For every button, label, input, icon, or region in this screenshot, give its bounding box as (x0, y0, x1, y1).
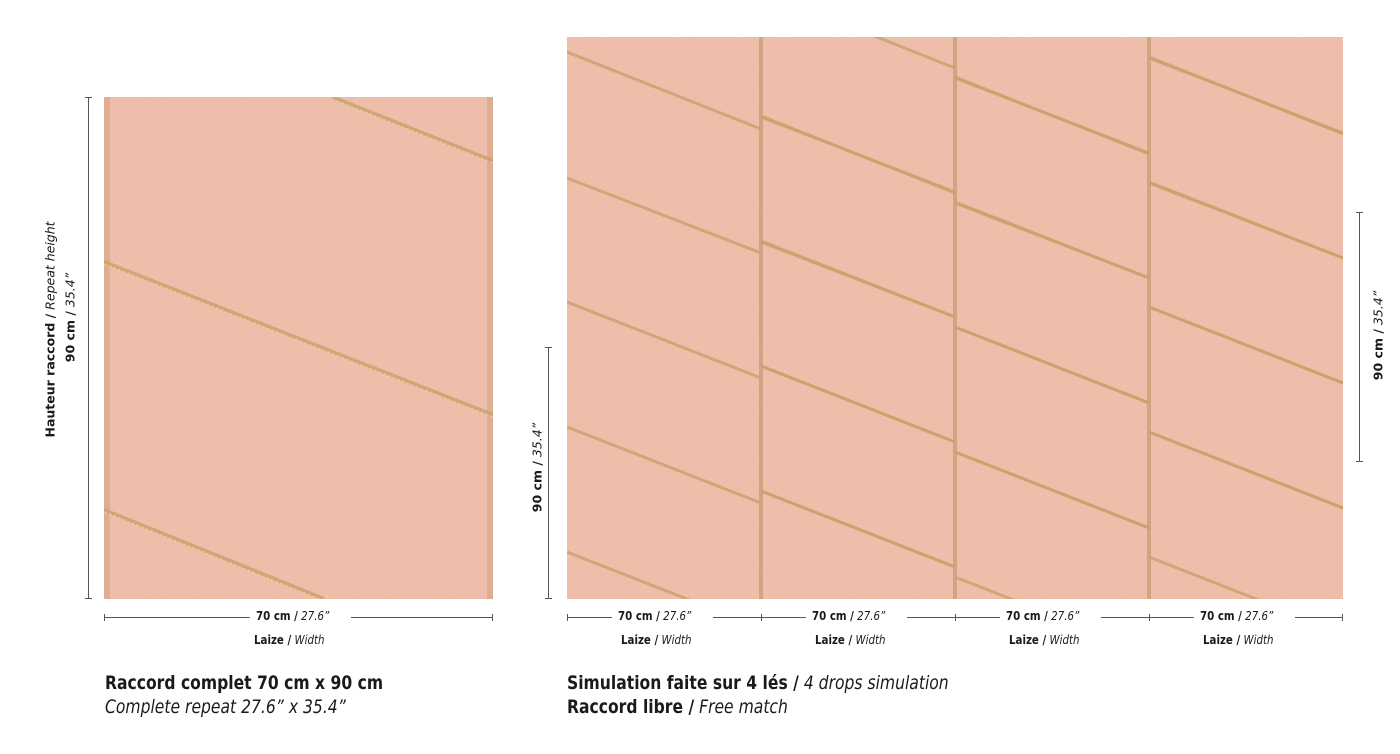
drop-4-width-caption: Laize / Width (1203, 632, 1274, 647)
drop-4-width-value: 70 cm / 27.6” (1194, 608, 1296, 623)
width-caption: Laize / Width (254, 632, 325, 647)
sim-height-tick-bottom-left (545, 598, 552, 599)
height-measure-line (88, 97, 89, 599)
sim-height-value-left: 90 cm / 35.4” (529, 422, 545, 513)
height-measure-tick-bottom (85, 598, 92, 599)
width-measure-tick-right (492, 614, 493, 621)
repeat-height-label: Hauteur raccord / Repeat height (42, 221, 58, 438)
sim-width-tick-4 (1342, 614, 1343, 621)
match-type: Raccord libre / Free match (567, 696, 788, 718)
sim-height-tick-bottom-right (1356, 461, 1363, 462)
width-value: 70 cm / 27.6” (250, 608, 352, 623)
drop-1-width-value: 70 cm / 27.6” (612, 608, 714, 623)
repeat-height-value: 90 cm / 35.4” (62, 272, 78, 363)
sim-height-measure-line-left (548, 347, 549, 599)
sim-width-tick-1 (761, 614, 762, 621)
sim-height-tick-top-left (545, 347, 552, 348)
complete-repeat-subtitle: Complete repeat 27.6” x 35.4” (105, 696, 346, 718)
height-measure-tick-top (85, 97, 92, 98)
simulation-title: Simulation faite sur 4 lés / 4 drops sim… (567, 672, 949, 694)
wallpaper-simulation (567, 37, 1343, 599)
drop-1-width-caption: Laize / Width (621, 632, 692, 647)
drop-2-width-value: 70 cm / 27.6” (806, 608, 908, 623)
sim-height-tick-top-right (1356, 212, 1363, 213)
sim-width-tick-3 (1149, 614, 1150, 621)
drop-2-width-caption: Laize / Width (815, 632, 886, 647)
drop-3-width-caption: Laize / Width (1009, 632, 1080, 647)
sim-height-measure-line-right (1359, 212, 1360, 462)
complete-repeat-title: Raccord complet 70 cm x 90 cm (105, 672, 384, 694)
sim-width-tick-2 (955, 614, 956, 621)
sim-width-tick-0 (567, 614, 568, 621)
sim-height-value-right: 90 cm / 35.4” (1370, 290, 1386, 381)
wallpaper-repeat-swatch (104, 97, 493, 599)
width-measure-tick-left (104, 614, 105, 621)
drop-3-width-value: 70 cm / 27.6” (1000, 608, 1102, 623)
